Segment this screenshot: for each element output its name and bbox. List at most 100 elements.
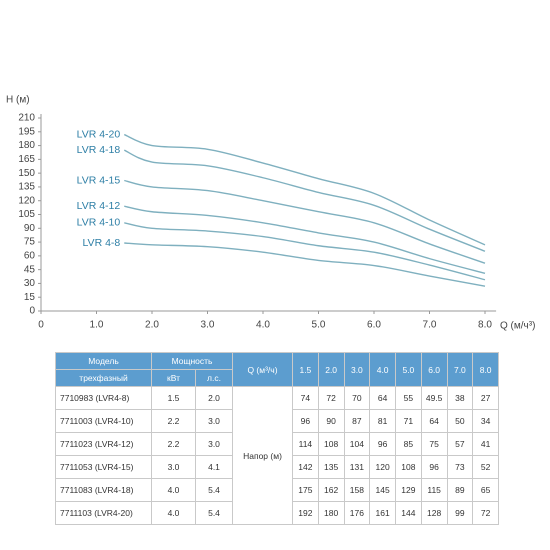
table-cell: 5.4 [194, 478, 234, 502]
y-tick-label: 105 [18, 209, 35, 220]
table-cell: 4.1 [194, 455, 234, 479]
table-cell: 64 [420, 409, 448, 433]
table-cell: 180 [317, 501, 345, 525]
table-cell: 72 [317, 386, 345, 410]
table-cell: 128 [420, 501, 448, 525]
curve [124, 242, 486, 287]
y-tick-label: 195 [18, 126, 35, 137]
table-cell: 129 [395, 478, 422, 502]
table-cell: 114 [292, 432, 319, 456]
table-cell: 41 [472, 432, 500, 456]
table-cell: 85 [395, 432, 422, 456]
header-cell: Мощность [150, 352, 234, 370]
y-tick-label: 180 [18, 140, 35, 151]
table-cell: 65 [472, 478, 500, 502]
header-cell: л.с. [194, 369, 234, 387]
series-label: LVR 4-18 [77, 144, 121, 156]
header-cell: 5.0 [395, 352, 422, 387]
table-cell: Напор (м) [232, 386, 294, 525]
y-tick-label: 75 [24, 237, 36, 248]
table-cell: 176 [343, 501, 371, 525]
x-tick-label: 8.0 [478, 320, 492, 331]
y-tick-label: 60 [24, 251, 36, 262]
x-tick-label: 3.0 [201, 320, 215, 331]
header-row: трехфазный кВт л.с. [55, 369, 499, 387]
curve [123, 149, 486, 252]
x-tick-label: 2.0 [145, 320, 159, 331]
y-tick-label: 30 [24, 278, 36, 289]
table-cell: 108 [395, 455, 422, 479]
table-cell: 70 [343, 386, 371, 410]
y-tick-label: 90 [24, 223, 36, 234]
table-cell: 64 [369, 386, 397, 410]
header-cell: Q (м³/ч) [232, 352, 294, 387]
x-tick-label: 4.0 [256, 320, 270, 331]
y-tick-label: 210 [18, 113, 35, 124]
table-cell: 120 [369, 455, 397, 479]
table-cell: 75 [420, 432, 448, 456]
table-cell: 3.0 [194, 432, 234, 456]
header-cell: 7.0 [446, 352, 474, 387]
header-row: Модель Мощность Q (м³/ч) 1.5 2.0 3.0 4.0 5.0 6.0… [55, 352, 500, 387]
table-cell: 2.2 [151, 432, 196, 456]
table-cell: 96 [292, 409, 319, 433]
table-cell: 71 [395, 409, 422, 433]
table-cell: 158 [343, 478, 371, 502]
y-tick-label: 150 [18, 168, 35, 179]
table-cell: 1.5 [151, 386, 196, 410]
table-cell: 90 [317, 409, 345, 433]
table-cell: 4.0 [151, 501, 196, 525]
table-cell: 108 [317, 432, 345, 456]
table-cell: 4.0 [151, 478, 196, 502]
table-cell: 89 [446, 478, 474, 502]
table-cell: 162 [317, 478, 345, 502]
x-tick-label: 6.0 [367, 320, 381, 331]
header-cell: 3.0 [343, 352, 371, 387]
x-tick-label: 1.0 [90, 320, 104, 331]
table-cell: 38 [446, 386, 474, 410]
x-tick-label: 5.0 [312, 320, 326, 331]
y-tick-label: 120 [18, 195, 35, 206]
header-cell: 1.5 [292, 352, 319, 387]
table-cell: 96 [369, 432, 397, 456]
table-cell: 57 [446, 432, 474, 456]
table-cell: 87 [343, 409, 371, 433]
table-cell: 7711023 (LVR4-12) [55, 432, 152, 456]
table-cell: 7710983 (LVR4-8) [55, 386, 152, 410]
table-cell: 104 [343, 432, 371, 456]
table-cell: 27 [472, 386, 500, 410]
table-cell: 135 [317, 455, 345, 479]
curve [124, 205, 486, 274]
table-row: 7711023 (LVR4-12) 2.2 3.0 114 108 104 96 85 75 57… [55, 432, 500, 456]
table-cell: 131 [343, 455, 371, 479]
table-cell: 96 [420, 455, 448, 479]
table-row: 7711103 (LVR4-20) 4.0 5.4 192 180 176 161 144 12… [55, 501, 500, 525]
table-cell: 161 [369, 501, 397, 525]
x-axis-label: Q (м/ч³) [500, 321, 535, 332]
data-table: Модель Мощность Q (м³/ч) 1.5 2.0 3.0 4.0 5.0 6.0… [55, 352, 500, 525]
header-cell: кВт [151, 369, 196, 387]
table-cell: 175 [292, 478, 319, 502]
curve [124, 179, 486, 264]
table-cell: 5.4 [194, 501, 234, 525]
table-cell: 7711103 (LVR4-20) [55, 501, 152, 525]
series-label: LVR 4-20 [77, 128, 121, 140]
y-tick-label: 45 [24, 264, 36, 275]
table-cell: 7711003 (LVR4-10) [55, 409, 152, 433]
table-cell: 72 [472, 501, 500, 525]
table-cell: 3.0 [151, 455, 196, 479]
series-label: LVR 4-12 [77, 200, 121, 212]
header-cell: трехфазный [55, 369, 152, 387]
table-row: 7710983 (LVR4-8) 1.5 2.0 Напор (м) 74 72 70 64 5… [55, 386, 500, 525]
table-cell: 192 [292, 501, 319, 525]
table-cell: 49.5 [420, 386, 448, 410]
table-cell: 142 [292, 455, 319, 479]
chart: H (м) Q (м/ч³) 0 15 30 45 60 75 90 105 120 135 150… [6, 95, 535, 332]
table-cell: 99 [446, 501, 474, 525]
header-cell: 2.0 [317, 352, 345, 387]
y-tick-label: 15 [24, 292, 36, 303]
table-row: 7711053 (LVR4-15) 3.0 4.1 142 135 131 120 108 96… [55, 455, 500, 479]
y-tick-label: 135 [18, 182, 35, 193]
y-axis-label: H (м) [6, 95, 30, 106]
